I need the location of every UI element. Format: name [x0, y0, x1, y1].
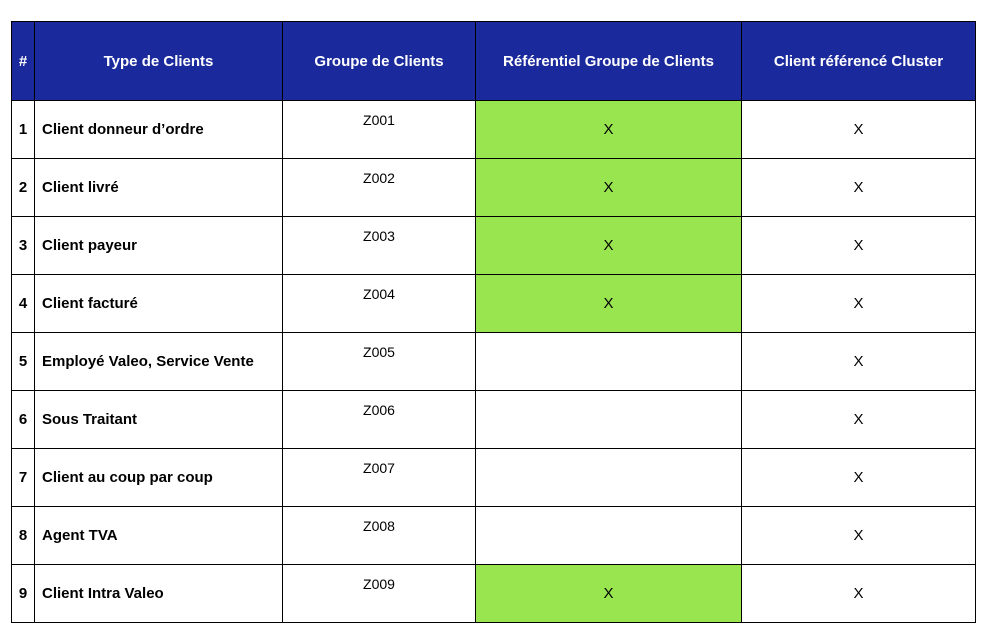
row-number: 2	[11, 158, 35, 217]
cluster-mark: X	[741, 564, 976, 623]
client-type: Client Intra Valeo	[34, 564, 283, 623]
table-row: 9 Client Intra Valeo Z009 X X	[11, 564, 976, 623]
client-group: Z007	[282, 448, 476, 507]
header-ref-group: Référentiel Groupe de Clients	[475, 21, 742, 101]
client-group: Z009	[282, 564, 476, 623]
header-num: #	[11, 21, 35, 101]
table-row: 3 Client payeur Z003 X X	[11, 216, 976, 275]
header-cluster: Client référencé Cluster	[741, 21, 976, 101]
client-group: Z005	[282, 332, 476, 391]
client-group: Z004	[282, 274, 476, 333]
client-group: Z002	[282, 158, 476, 217]
client-type: Client payeur	[34, 216, 283, 275]
cluster-mark: X	[741, 506, 976, 565]
table-row: 8 Agent TVA Z008 X	[11, 506, 976, 565]
client-type: Client facturé	[34, 274, 283, 333]
table-row: 5 Employé Valeo, Service Vente Z005 X	[11, 332, 976, 391]
row-number: 9	[11, 564, 35, 623]
table-row: 6 Sous Traitant Z006 X	[11, 390, 976, 449]
client-type: Client donneur d’ordre	[34, 100, 283, 159]
row-number: 5	[11, 332, 35, 391]
row-number: 7	[11, 448, 35, 507]
header-type: Type de Clients	[34, 21, 283, 101]
row-number: 3	[11, 216, 35, 275]
ref-group-mark: X	[475, 274, 742, 333]
ref-group-mark	[475, 390, 742, 449]
cluster-mark: X	[741, 216, 976, 275]
table-row: 2 Client livré Z002 X X	[11, 158, 976, 217]
client-type: Client au coup par coup	[34, 448, 283, 507]
cluster-mark: X	[741, 332, 976, 391]
table-row: 4 Client facturé Z004 X X	[11, 274, 976, 333]
ref-group-mark	[475, 332, 742, 391]
client-type: Client livré	[34, 158, 283, 217]
header-group: Groupe de Clients	[282, 21, 476, 101]
row-number: 6	[11, 390, 35, 449]
cluster-mark: X	[741, 274, 976, 333]
row-number: 4	[11, 274, 35, 333]
table-body: 1 Client donneur d’ordre Z001 X X 2 Client liv…	[11, 100, 976, 623]
ref-group-mark	[475, 448, 742, 507]
client-type: Sous Traitant	[34, 390, 283, 449]
ref-group-mark: X	[475, 216, 742, 275]
client-group: Z001	[282, 100, 476, 159]
ref-group-mark: X	[475, 564, 742, 623]
ref-group-mark	[475, 506, 742, 565]
ref-group-mark: X	[475, 100, 742, 159]
cluster-mark: X	[741, 158, 976, 217]
row-number: 8	[11, 506, 35, 565]
cluster-mark: X	[741, 100, 976, 159]
client-type: Agent TVA	[34, 506, 283, 565]
ref-group-mark: X	[475, 158, 742, 217]
row-number: 1	[11, 100, 35, 159]
client-group: Z008	[282, 506, 476, 565]
client-group: Z003	[282, 216, 476, 275]
table-row: 7 Client au coup par coup Z007 X	[11, 448, 976, 507]
cluster-mark: X	[741, 390, 976, 449]
table-row: 1 Client donneur d’ordre Z001 X X	[11, 100, 976, 159]
client-type: Employé Valeo, Service Vente	[34, 332, 283, 391]
header-row: # Type de Clients Groupe de Clients Réfé…	[11, 21, 976, 101]
cluster-mark: X	[741, 448, 976, 507]
client-group: Z006	[282, 390, 476, 449]
client-types-table: # Type de Clients Groupe de Clients Réfé…	[11, 21, 976, 623]
